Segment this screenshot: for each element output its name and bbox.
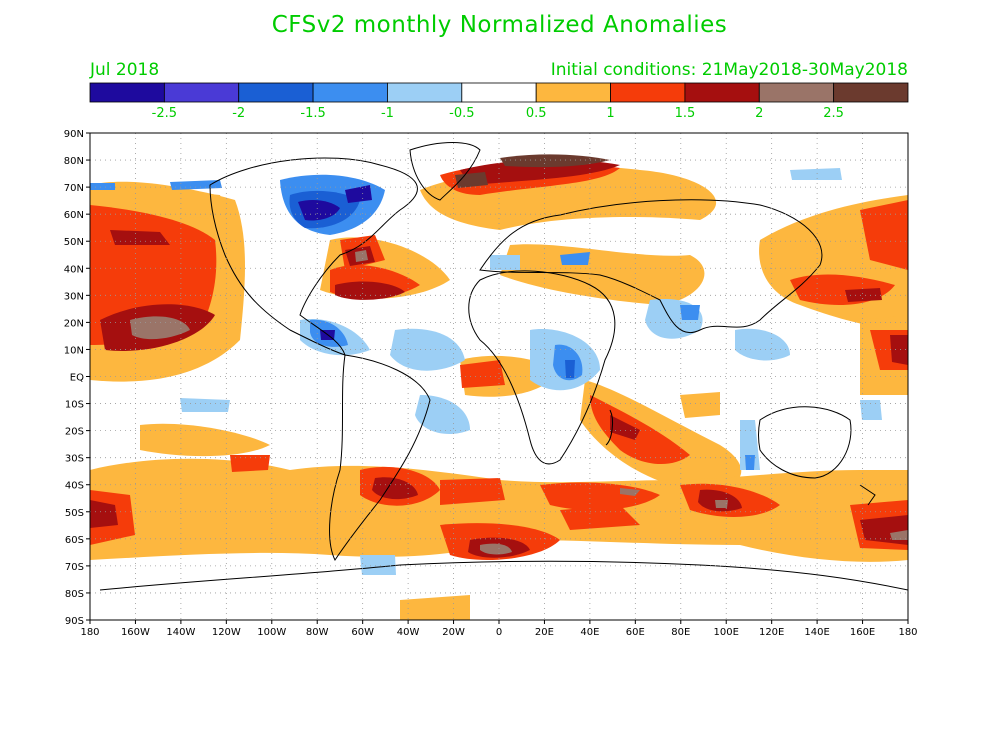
graticule [90,133,908,620]
lat-label: 30S [65,454,84,465]
lat-label: 20N [64,318,84,329]
lon-label: 0 [496,627,502,638]
lat-label: 10N [64,345,84,356]
colorbar-label: -2 [232,106,245,121]
lon-label: 120E [759,627,784,638]
lat-label: 70N [64,183,84,194]
lat-label: 40S [65,481,84,492]
lon-label: 180 [80,627,99,638]
lon-label: 160W [121,627,150,638]
lon-label: 140E [804,627,829,638]
initial-conditions: Initial conditions: 21May2018-30May2018 [550,60,908,80]
lat-label: 50N [64,237,84,248]
lon-label: 20W [442,627,465,638]
colorbar-label: -0.5 [449,106,474,121]
colorbar-label: 2.5 [823,106,844,121]
colorbar-label: 2 [755,106,763,121]
latitude-ticks: 90N 80N 70N 60N 50N 40N 30N 20N 10N EQ 10S 20S 30S 40… [64,129,90,627]
lon-label: 120W [212,627,241,638]
colorbar-label: 1 [606,106,614,121]
lon-label: 160E [850,627,875,638]
lat-label: 80S [65,589,84,600]
longitude-ticks: 180 160W 140W 120W 100W 80W 60W 40W 20W 0 20E 40E 60… [80,620,918,638]
lat-label: 70S [65,562,84,573]
lon-label: 60W [351,627,374,638]
anomaly-shading-darkred [90,159,908,558]
lat-label: 60S [65,535,84,546]
colorbar-label: -1.5 [300,106,325,121]
colorbar-label: 1.5 [675,106,696,121]
lat-label: 60N [64,210,84,221]
lon-label: 140W [166,627,195,638]
colorbar-label: -1 [381,106,394,121]
lat-label: 80N [64,156,84,167]
lon-label: 80W [306,627,329,638]
lon-label: 20E [535,627,554,638]
colorbar-swatch [833,82,909,103]
lat-label: EQ [70,373,84,384]
lon-label: 40W [397,627,420,638]
colorbar-label: 0.5 [526,106,547,121]
lon-label: 100W [257,627,286,638]
lat-label: 40N [64,264,84,275]
lat-label: 90S [65,616,84,627]
lon-label: 60E [626,627,645,638]
chart-title: CFSv2 monthly Normalized Anomalies [271,12,728,38]
lat-label: 30N [64,291,84,302]
coastlines [99,142,908,591]
colorbar-label: -2.5 [152,106,177,121]
lat-label: 50S [65,508,84,519]
lat-label: 90N [64,129,84,140]
lat-label: 10S [65,400,84,411]
colorbar: -2.5 -2 -1.5 -1 -0.5 0.5 1 1.5 2 2.5 [89,82,909,121]
lon-label: 180 [898,627,917,638]
forecast-month: Jul 2018 [90,60,160,80]
lon-label: 100E [714,627,739,638]
lat-label: 20S [65,427,84,438]
lon-label: 80E [671,627,690,638]
lon-label: 40E [580,627,599,638]
